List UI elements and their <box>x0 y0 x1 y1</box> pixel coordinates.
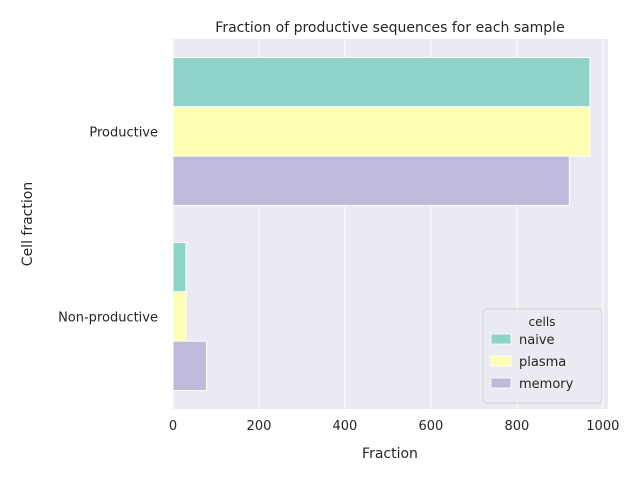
legend-swatch-memory <box>490 377 512 389</box>
x-tick-label: 600 <box>418 419 443 434</box>
x-tick-label: 0 <box>169 419 177 434</box>
legend-label-plasma: plasma <box>519 355 566 370</box>
x-tick-label: 800 <box>504 419 529 434</box>
legend-swatch-plasma <box>490 355 512 367</box>
x-tick-label: 200 <box>247 419 272 434</box>
bar-memory <box>172 340 208 391</box>
bar-plasma <box>172 291 187 342</box>
bar-naive <box>172 57 591 108</box>
legend-items: naive plasma memory <box>490 333 574 392</box>
y-tick-label: Non-productive <box>58 311 158 326</box>
chart-title: Fraction of productive sequences for eac… <box>215 20 564 36</box>
x-tick-label: 400 <box>333 419 358 434</box>
bars <box>172 57 591 391</box>
y-tick-label: Productive <box>89 126 158 141</box>
x-tick-label: 1000 <box>586 419 619 434</box>
bar-naive <box>172 242 187 293</box>
legend-box <box>482 308 603 404</box>
legend-label-naive: naive <box>519 333 555 348</box>
y-tick-labels: Productive Non-productive <box>58 126 158 326</box>
legend-label-memory: memory <box>519 377 574 392</box>
bar-memory <box>172 155 570 207</box>
y-axis-label: Cell fraction <box>20 182 36 266</box>
x-axis-label: Fraction <box>362 446 418 462</box>
bar-plasma <box>172 106 591 157</box>
legend: cells naive plasma memory <box>482 308 603 404</box>
legend-title: cells <box>529 315 556 329</box>
x-tick-labels: 0 200 400 600 800 1000 <box>169 419 620 434</box>
legend-swatch-naive <box>490 333 512 345</box>
